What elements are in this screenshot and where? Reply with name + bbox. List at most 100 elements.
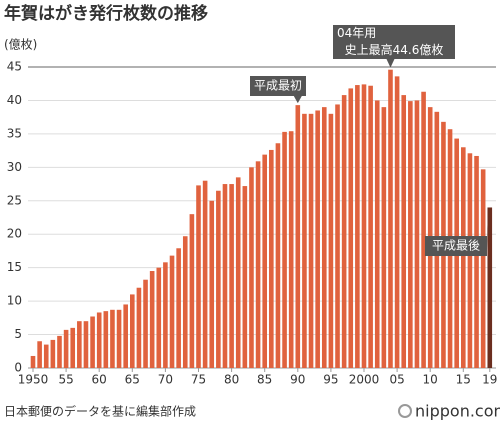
bar: [163, 262, 168, 368]
bar: [275, 143, 281, 368]
y-tick-label: 0: [14, 361, 22, 375]
bar: [103, 311, 109, 368]
bar: [110, 309, 115, 368]
x-tick-label: 95: [323, 373, 338, 387]
bar: [474, 155, 479, 368]
bar: [242, 186, 248, 368]
y-tick-label: 25: [7, 193, 22, 207]
x-tick-label: 2000: [349, 373, 380, 387]
bar: [335, 104, 340, 369]
logo: nippon.com: [415, 402, 500, 421]
bar: [388, 69, 393, 369]
bar: [249, 167, 254, 368]
y-tick-label: 10: [7, 294, 22, 308]
bar: [70, 327, 76, 368]
bar: [43, 344, 49, 368]
x-tick-label: 70: [158, 373, 173, 387]
bar: [288, 131, 294, 368]
bar: [467, 153, 473, 368]
bar: [77, 321, 82, 368]
bar: [96, 312, 102, 368]
y-tick-label: 30: [7, 160, 22, 174]
annotation-pointer: [386, 59, 395, 68]
bar: [189, 214, 195, 368]
annotation-box: [250, 76, 306, 96]
bar: [355, 85, 360, 368]
y-tick-label: 5: [14, 327, 22, 341]
bar: [487, 207, 493, 368]
annotation-box: [425, 236, 487, 256]
bar: [269, 149, 274, 368]
bar: [57, 335, 62, 368]
logo-icon: [398, 404, 412, 418]
x-tick-label: 10: [423, 373, 438, 387]
bar: [302, 113, 307, 368]
bar: [149, 271, 155, 368]
chart-title: 年賀はがき発行枚数の推移: [4, 3, 208, 24]
bar: [421, 91, 426, 368]
x-tick-label: 19: [482, 373, 497, 387]
y-unit: (億枚): [4, 37, 37, 52]
bar: [83, 321, 89, 368]
bar: [295, 105, 301, 369]
bar: [143, 279, 148, 368]
bar: [394, 76, 400, 368]
bar: [130, 294, 135, 368]
bar: [315, 110, 320, 368]
bar: [308, 113, 314, 368]
bar: [374, 100, 380, 368]
bar: [348, 88, 354, 368]
bar: [262, 154, 267, 368]
x-tick-label: 90: [290, 373, 305, 387]
bar: [116, 309, 122, 368]
bar: [209, 200, 215, 368]
bar: [255, 161, 261, 368]
annotation-pointer: [293, 96, 302, 104]
bar: [235, 177, 241, 368]
bar: [401, 95, 407, 369]
bar: [90, 316, 95, 368]
bar: [282, 131, 287, 368]
x-tick-label: 75: [191, 373, 206, 387]
y-tick-label: 40: [7, 93, 22, 107]
bar: [50, 339, 56, 368]
bar: [361, 84, 367, 368]
annotation-box: [333, 25, 455, 59]
x-tick-label: 55: [58, 373, 73, 387]
bar: [30, 355, 36, 368]
bar: [196, 185, 201, 368]
bar: [368, 85, 373, 369]
x-tick-label: 85: [257, 373, 272, 387]
annotation-text: 史上最高44.6億枚: [345, 42, 444, 57]
source: 日本郵便のデータを基に編集部作成: [4, 404, 196, 419]
bar: [202, 180, 208, 368]
annotation-text: 平成最初: [254, 79, 302, 93]
bar: [222, 184, 228, 368]
bar: [63, 329, 69, 368]
annotation-text: 平成最後: [432, 239, 480, 253]
y-tick-label: 35: [7, 126, 22, 140]
bar: [408, 101, 413, 368]
bar: [461, 147, 466, 368]
bar: [341, 95, 347, 369]
x-tick-label: 15: [456, 373, 471, 387]
bar: [176, 248, 181, 368]
bar: [169, 255, 175, 368]
bar: [414, 100, 420, 368]
y-tick-label: 15: [7, 260, 22, 274]
bar: [229, 184, 234, 368]
bar: [37, 341, 42, 368]
bar: [480, 169, 486, 368]
bar: [182, 236, 188, 368]
y-tick-label: 20: [7, 227, 22, 241]
bar: [156, 267, 162, 368]
bar: [136, 287, 142, 368]
annotation-text: 04年用: [337, 26, 376, 40]
bar: [123, 304, 128, 368]
bar: [321, 107, 327, 368]
bar: [216, 190, 221, 368]
x-tick-label: 80: [224, 373, 239, 387]
x-tick-label: 05: [389, 373, 404, 387]
x-tick-label: 65: [125, 373, 140, 387]
